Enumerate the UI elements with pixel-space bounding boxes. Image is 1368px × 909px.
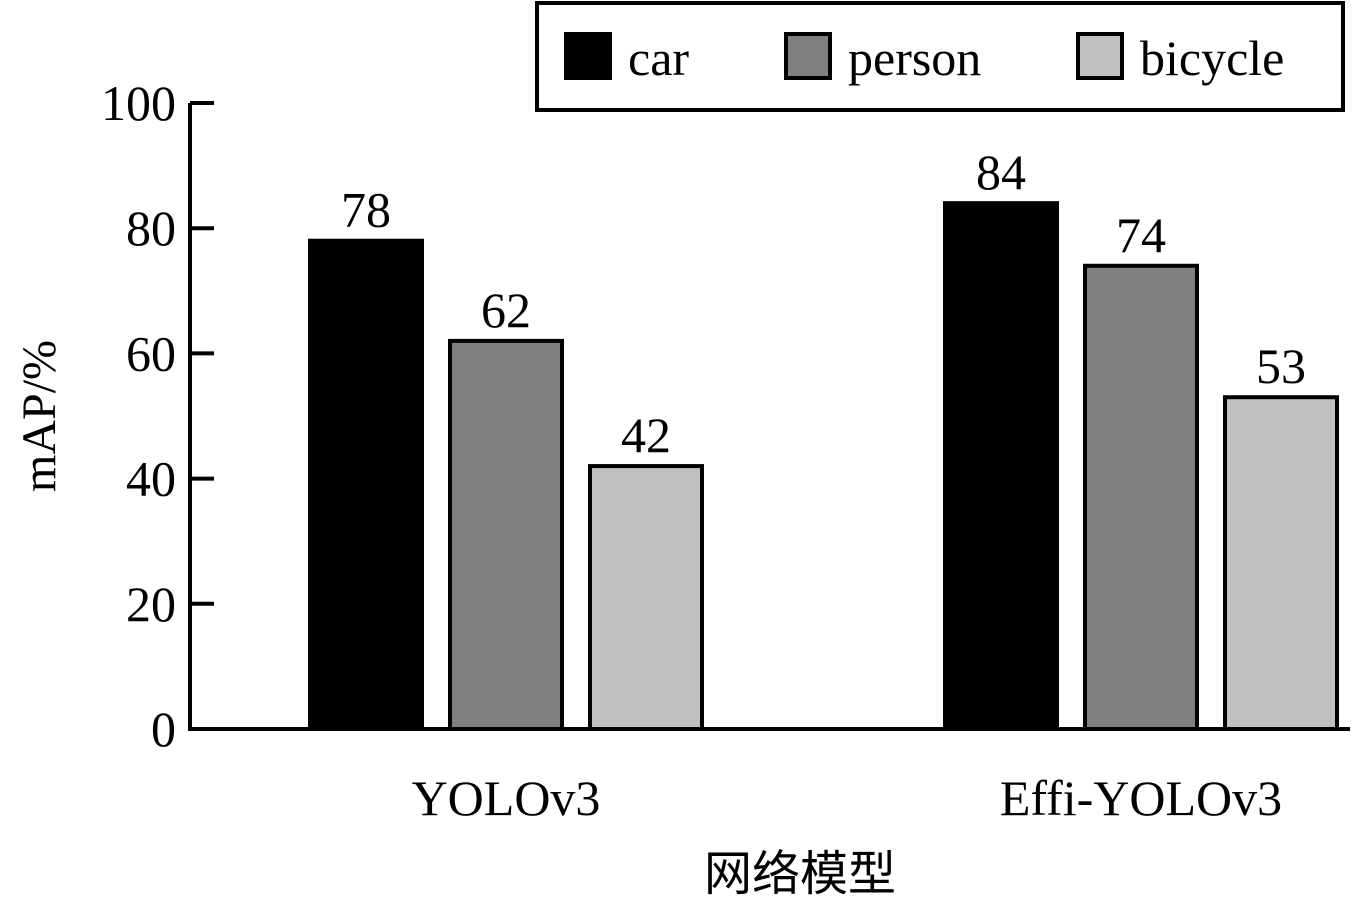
data-label: 74 — [1116, 207, 1166, 263]
bar-bicycle-yolov3 — [588, 464, 704, 731]
legend: car person bicycle — [535, 1, 1345, 112]
y-ticks: 0 20 40 60 80 100 — [101, 75, 214, 757]
y-tick-label: 80 — [126, 200, 176, 256]
bar-car-yolov3 — [308, 238, 424, 731]
y-tick-label: 20 — [126, 576, 176, 632]
data-label: 42 — [621, 407, 671, 463]
y-tick-label: 0 — [151, 701, 176, 757]
y-axis-title: mAP/% — [13, 340, 66, 492]
legend-swatch-person — [784, 32, 832, 80]
legend-swatch-bicycle — [1076, 32, 1124, 80]
bar-bicycle-effi-yolov3 — [1223, 395, 1339, 731]
bar-person-yolov3 — [448, 338, 564, 731]
bar-car-effi-yolov3 — [943, 201, 1059, 732]
legend-label-bicycle: bicycle — [1140, 30, 1284, 86]
x-category-label: YOLOv3 — [412, 770, 601, 826]
x-category-label: Effi-YOLOv3 — [1000, 770, 1282, 826]
y-tick-label: 40 — [126, 451, 176, 507]
legend-frame — [535, 1, 1345, 112]
legend-label-person: person — [848, 30, 981, 86]
legend-swatch-car — [564, 32, 612, 80]
value-labels: 78 62 42 84 74 53 — [341, 144, 1306, 463]
y-tick-label: 60 — [126, 325, 176, 381]
data-label: 84 — [976, 144, 1026, 200]
legend-label-car: car — [628, 30, 689, 86]
category-labels: YOLOv3 Effi-YOLOv3 — [412, 770, 1283, 826]
data-label: 53 — [1256, 338, 1306, 394]
x-axis-title: 网络模型 — [704, 848, 896, 901]
data-label: 78 — [341, 182, 391, 238]
bar-person-effi-yolov3 — [1083, 263, 1199, 731]
y-tick-label: 100 — [101, 75, 176, 131]
data-label: 62 — [481, 282, 531, 338]
bars — [308, 201, 1339, 732]
